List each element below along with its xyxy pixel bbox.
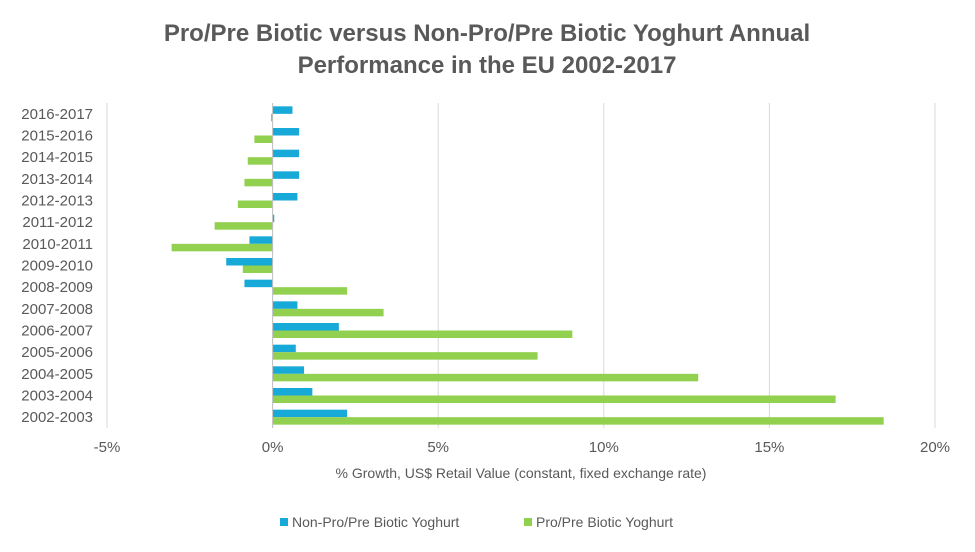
category-labels: 2016-2017 2015-2016 2014-2015 2013-2014 2012… xyxy=(21,106,93,426)
category-label: 2011-2012 xyxy=(22,214,93,231)
bar-pro-pre-biotic xyxy=(214,222,273,230)
bar-pro-pre-biotic xyxy=(270,113,273,122)
x-tick-label: 10% xyxy=(589,439,619,456)
bar-pro-pre-biotic xyxy=(272,352,538,360)
category-label: 2005-2006 xyxy=(21,344,93,361)
bar-non-pro-pre-biotic xyxy=(272,388,313,396)
bar-non-pro-pre-biotic xyxy=(272,106,293,114)
bar-pro-pre-biotic xyxy=(242,265,273,273)
category-label: 2003-2004 xyxy=(21,388,93,405)
x-tick-label: -5% xyxy=(94,439,121,456)
legend: Non-Pro/Pre Biotic Yoghurt Pro/Pre Biotic… xyxy=(280,514,673,530)
bar-non-pro-pre-biotic xyxy=(272,344,296,353)
legend-label: Pro/Pre Biotic Yoghurt xyxy=(536,514,673,530)
bar-non-pro-pre-biotic xyxy=(272,301,298,309)
bar-non-pro-pre-biotic xyxy=(272,323,339,331)
bar-non-pro-pre-biotic xyxy=(272,193,298,201)
bar-pro-pre-biotic xyxy=(272,417,884,425)
bar-pro-pre-biotic xyxy=(272,308,384,317)
bar-pro-pre-biotic xyxy=(272,395,836,403)
category-label: 2014-2015 xyxy=(21,149,93,166)
bar-pro-pre-biotic xyxy=(272,287,348,295)
x-tick-label: 15% xyxy=(754,439,784,456)
category-label: 2006-2007 xyxy=(21,323,93,340)
x-tick-label: 20% xyxy=(920,439,950,456)
bar-non-pro-pre-biotic xyxy=(272,128,300,136)
legend-swatch xyxy=(524,518,532,526)
bar-pro-pre-biotic xyxy=(171,243,273,252)
bar-pro-pre-biotic xyxy=(272,373,699,382)
bar-pro-pre-biotic xyxy=(254,135,273,143)
bar-non-pro-pre-biotic xyxy=(226,258,273,266)
bar-non-pro-pre-biotic xyxy=(249,236,273,244)
bar-non-pro-pre-biotic xyxy=(272,149,300,158)
bar-non-pro-pre-biotic xyxy=(272,171,300,179)
category-label: 2007-2008 xyxy=(21,301,93,318)
category-label: 2015-2016 xyxy=(21,128,93,145)
category-label: 2016-2017 xyxy=(21,106,93,123)
bar-non-pro-pre-biotic xyxy=(272,409,348,418)
x-tick-labels: -5% 0% 5% 10% 15% 20% xyxy=(94,439,950,456)
bar-pro-pre-biotic xyxy=(244,178,273,187)
bar-pro-pre-biotic xyxy=(247,157,273,165)
legend-swatch xyxy=(280,518,288,526)
category-label: 2008-2009 xyxy=(21,279,93,296)
category-label: 2012-2013 xyxy=(21,193,93,210)
x-axis-title: % Growth, US$ Retail Value (constant, fi… xyxy=(336,465,707,481)
chart-title-line: Pro/Pre Biotic versus Non-Pro/Pre Biotic… xyxy=(164,20,810,47)
bar-non-pro-pre-biotic xyxy=(272,366,305,374)
legend-label: Non-Pro/Pre Biotic Yoghurt xyxy=(292,514,459,530)
category-label: 2013-2014 xyxy=(21,171,93,188)
bar-pro-pre-biotic xyxy=(272,330,573,338)
category-label: 2009-2010 xyxy=(21,258,93,275)
x-tick-label: 0% xyxy=(262,439,284,456)
chart-title: Pro/Pre Biotic versus Non-Pro/Pre Biotic… xyxy=(164,20,810,79)
chart-title-line: Performance in the EU 2002-2017 xyxy=(298,52,677,79)
category-label: 2002-2003 xyxy=(21,409,93,426)
bars xyxy=(171,106,884,425)
bar-pro-pre-biotic xyxy=(237,200,273,208)
category-label: 2010-2011 xyxy=(22,236,93,253)
bar-non-pro-pre-biotic xyxy=(244,279,273,288)
category-label: 2004-2005 xyxy=(21,366,93,383)
bar-non-pro-pre-biotic xyxy=(272,214,275,223)
x-tick-label: 5% xyxy=(427,439,449,456)
